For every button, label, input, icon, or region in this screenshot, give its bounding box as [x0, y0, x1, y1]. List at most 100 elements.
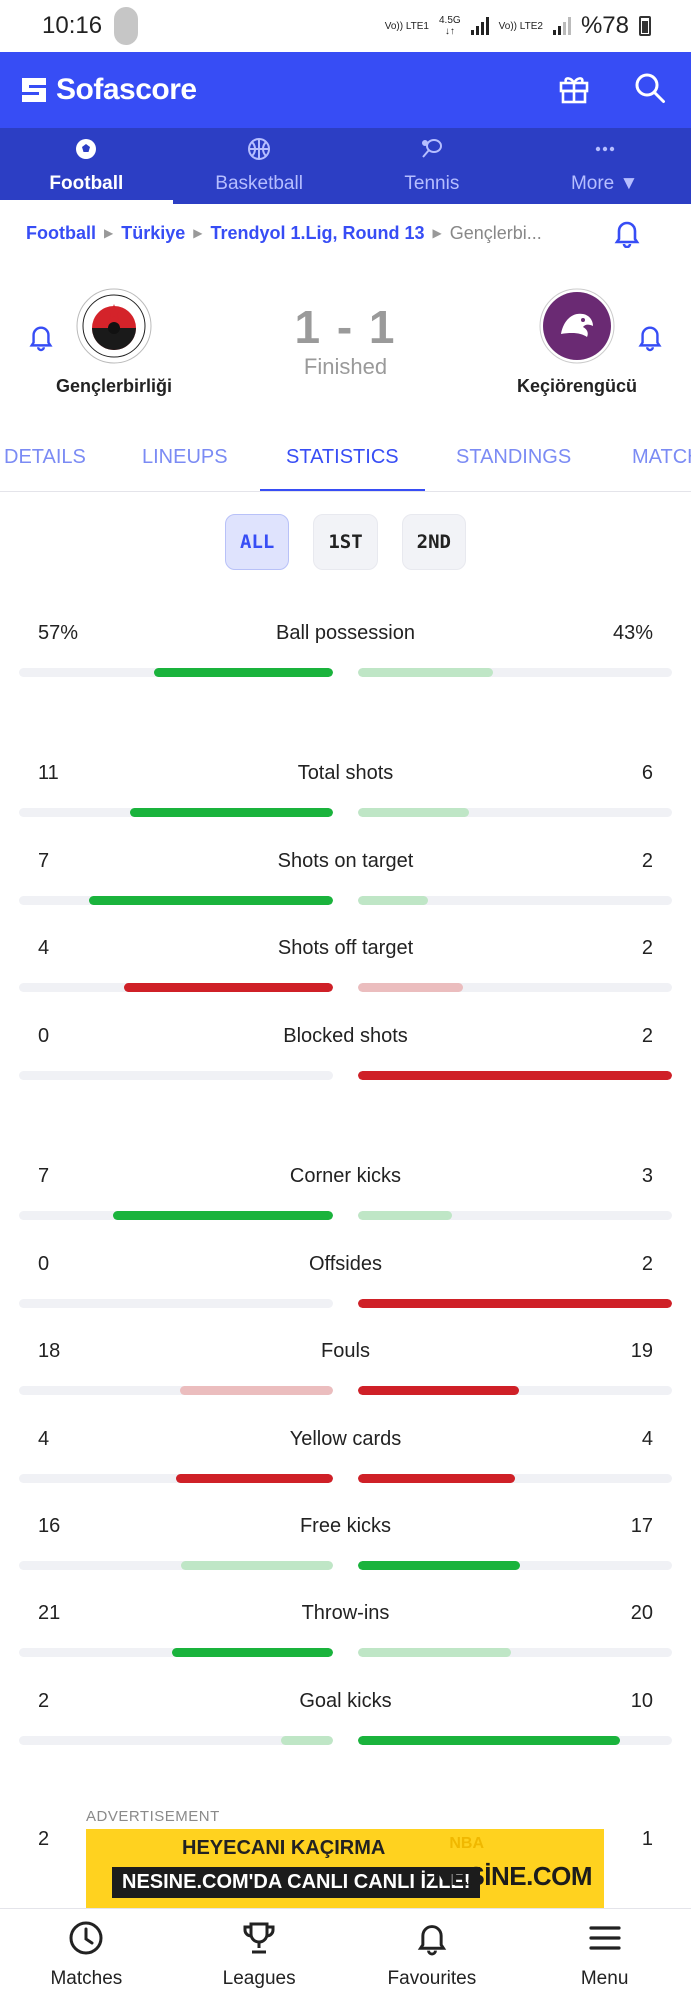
nav-matches[interactable]: Matches: [0, 1909, 173, 2000]
stat-home-bar: [180, 1386, 333, 1395]
stat-away-bar: [358, 1474, 515, 1483]
nav-favourites[interactable]: Favourites: [346, 1909, 519, 2000]
stat-away-bar-track: [358, 1736, 672, 1745]
partial-stat-home: 2: [38, 1828, 50, 1850]
battery-icon: [639, 16, 651, 36]
tab-basketball[interactable]: Basketball: [173, 128, 346, 204]
stat-home-value: 7: [38, 1165, 50, 1187]
bottom-nav: Matches Leagues Favourites Menu: [0, 1908, 691, 2000]
gift-icon[interactable]: [557, 71, 591, 110]
tab-lineups[interactable]: LINEUPS: [142, 445, 228, 468]
stat-row: 21 Throw-ins 20: [0, 1602, 691, 1662]
stat-home-value: 7: [38, 850, 50, 872]
nav-favourites-label: Favourites: [387, 1967, 477, 1989]
nav-leagues[interactable]: Leagues: [173, 1909, 346, 2000]
period-first-half[interactable]: 1ST: [313, 514, 378, 570]
breadcrumb-country[interactable]: Türkiye: [121, 222, 186, 243]
breadcrumb-football[interactable]: Football: [26, 222, 96, 243]
stat-home-value: 11: [38, 762, 59, 784]
sofascore-logo[interactable]: Sofascore: [20, 73, 197, 107]
stat-away-bar-track: [358, 1299, 672, 1308]
search-icon[interactable]: [633, 71, 667, 110]
stat-away-value: 4: [641, 1428, 653, 1450]
stat-away-value: 19: [630, 1340, 653, 1362]
stat-away-bar: [358, 1386, 520, 1395]
stat-away-bar: [358, 668, 494, 677]
status-right: Vo)) LTE1 4.5G ↓↑ Vo)) LTE2 %78: [385, 12, 651, 40]
stat-home-value: 18: [38, 1340, 61, 1362]
breadcrumb-league[interactable]: Trendyol 1.Lig, Round 13: [210, 222, 425, 243]
stat-away-bar-track: [358, 1561, 672, 1570]
header-actions: [557, 71, 667, 110]
stat-home-bar: [280, 1736, 333, 1745]
stat-label: Fouls: [321, 1340, 370, 1362]
signal-2-icon: [552, 17, 571, 35]
tab-tennis-label: Tennis: [404, 173, 460, 194]
stat-away-bar: [358, 983, 463, 992]
stat-home-value: 4: [38, 1428, 50, 1450]
ad-label: ADVERTISEMENT: [86, 1808, 220, 1825]
stat-home-bar-track: [19, 668, 333, 677]
stat-home-bar: [180, 1561, 333, 1570]
stat-away-bar: [358, 1299, 672, 1308]
stat-away-bar: [358, 1648, 512, 1657]
tab-statistics[interactable]: STATISTICS: [260, 422, 425, 491]
period-filters: ALL 1ST 2ND: [0, 492, 691, 592]
tab-football-label: Football: [49, 173, 124, 194]
stat-home-bar-track: [19, 1648, 333, 1657]
stat-away-value: 10: [630, 1690, 653, 1712]
breadcrumb-separator-icon: ▶: [432, 226, 442, 240]
breadcrumb-separator-icon: ▶: [104, 226, 114, 240]
period-second-half[interactable]: 2ND: [401, 514, 466, 570]
stat-row: 11 Total shots 6: [0, 762, 691, 822]
ad-brand: NESİNE.COM: [432, 1861, 592, 1891]
stat-row: 4 Shots off target 2: [0, 937, 691, 997]
home-team[interactable]: Gençlerbirliği: [14, 288, 214, 397]
stat-home-bar: [172, 1648, 333, 1657]
stat-row: 0 Offsides 2: [0, 1253, 691, 1313]
clock-icon: [68, 1920, 104, 1962]
nav-menu[interactable]: Menu: [518, 1909, 691, 2000]
stat-home-value: 21: [38, 1602, 61, 1624]
more-icon: [593, 137, 617, 167]
tab-details[interactable]: DETAILS: [4, 445, 86, 468]
stat-away-bar-track: [358, 1474, 672, 1483]
stat-away-value: 2: [641, 1253, 653, 1275]
away-bell-icon[interactable]: [637, 322, 663, 357]
home-bell-icon[interactable]: [28, 322, 54, 357]
network-1-label: Vo)) LTE1: [384, 20, 429, 32]
stat-away-bar-track: [358, 983, 672, 992]
stat-home-bar-track: [19, 1474, 333, 1483]
network-2-label: Vo)) LTE2: [498, 20, 543, 32]
status-bar: 10:16 Vo)) LTE1 4.5G ↓↑ Vo)) LTE2 %78: [0, 0, 691, 52]
tab-tennis[interactable]: Tennis: [346, 128, 519, 204]
tab-standings[interactable]: STANDINGS: [456, 445, 572, 468]
sport-tabs: Football Basketball Tennis More ▼: [0, 128, 691, 204]
stat-away-value: 20: [630, 1602, 653, 1624]
stat-label: Shots off target: [277, 937, 414, 959]
stat-row: 2 Goal kicks 10: [0, 1690, 691, 1750]
tab-basketball-label: Basketball: [215, 173, 303, 194]
period-all[interactable]: ALL: [225, 514, 290, 570]
stat-away-bar-track: [358, 1211, 672, 1220]
bell-icon[interactable]: [613, 218, 641, 253]
nav-menu-label: Menu: [580, 1967, 629, 1989]
stat-home-bar-track: [19, 1736, 333, 1745]
tab-more[interactable]: More ▼: [518, 128, 691, 204]
stat-row: 57% Ball possession 43%: [0, 622, 691, 682]
tab-football[interactable]: Football: [0, 128, 173, 204]
stat-row: 0 Blocked shots 2: [0, 1025, 691, 1085]
ad-banner[interactable]: NBA HEYECANI KAÇIRMA NESINE.COM'DA CANLI…: [86, 1829, 604, 1909]
stat-home-bar: [129, 808, 333, 817]
scoreboard: 1 - 1 Finished: [0, 300, 691, 380]
stat-home-value: 0: [38, 1025, 50, 1047]
stat-away-bar: [358, 1561, 520, 1570]
stat-home-value: 2: [38, 1690, 50, 1712]
stat-label: Corner kicks: [289, 1165, 402, 1187]
away-team[interactable]: Keçiörengücü: [477, 288, 677, 397]
home-team-name: Gençlerbirliği: [55, 376, 173, 396]
stat-home-bar-track: [19, 1561, 333, 1570]
tab-matches[interactable]: MATCHES: [632, 445, 691, 468]
stat-away-bar: [358, 808, 469, 817]
stat-home-bar: [176, 1474, 333, 1483]
